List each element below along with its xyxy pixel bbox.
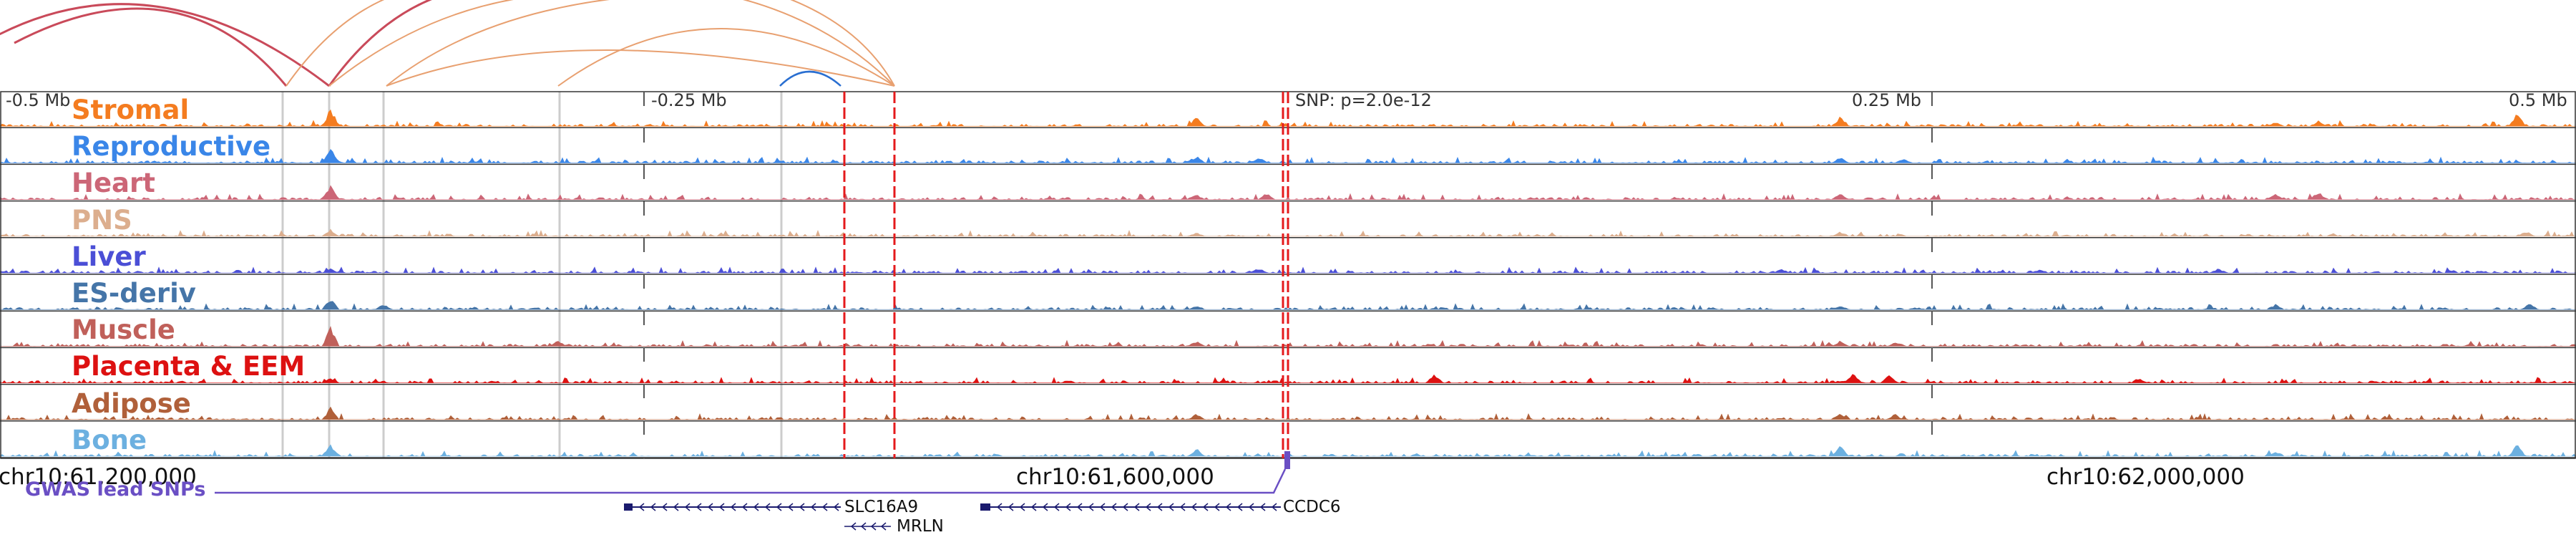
strand-arrow xyxy=(799,503,805,511)
strand-arrow xyxy=(1191,503,1197,511)
loop-arc xyxy=(386,49,895,87)
strand-arrow xyxy=(1248,503,1254,511)
strand-arrow xyxy=(1236,503,1243,511)
strand-arrow xyxy=(833,503,839,511)
highlight-lines xyxy=(281,92,783,458)
strand-arrow xyxy=(1065,503,1071,511)
offset-label-right-near: 0.25 Mb xyxy=(1852,90,1922,110)
loop-arc xyxy=(742,0,895,87)
strand-arrow xyxy=(1214,503,1220,511)
track-label: ES-deriv xyxy=(72,278,196,309)
strand-arrow xyxy=(764,503,771,511)
strand-arrow xyxy=(880,522,887,531)
gwas-lead-snp-line xyxy=(215,468,1287,494)
strand-arrow xyxy=(1099,503,1106,511)
strand-arrow xyxy=(850,522,857,531)
strand-arrow xyxy=(1030,503,1037,511)
strand-arrow xyxy=(1111,503,1117,511)
chrom-coord-right: chr10:62,000,000 xyxy=(2046,464,2245,490)
strand-arrow xyxy=(1179,503,1186,511)
loop-arc xyxy=(286,0,385,87)
strand-arrow xyxy=(1088,503,1094,511)
strand-arrow xyxy=(1225,503,1231,511)
strand-arrow xyxy=(707,503,713,511)
strand-arrow xyxy=(673,503,679,511)
strand-arrow xyxy=(810,503,816,511)
loop-arc xyxy=(557,28,895,87)
strand-arrow xyxy=(1019,503,1025,511)
strand-arrow xyxy=(650,503,656,511)
signal-track-adipose xyxy=(0,406,2576,420)
strand-arrow xyxy=(718,503,725,511)
strand-arrow xyxy=(741,503,748,511)
strand-arrow xyxy=(1259,503,1266,511)
gene-label-mrln: MRLN xyxy=(897,517,944,536)
track-label: Reproductive xyxy=(72,131,271,163)
strand-arrow xyxy=(1133,503,1140,511)
offset-label-left-near: -0.25 Mb xyxy=(651,90,727,110)
track-label: Placenta & EEM xyxy=(72,351,306,382)
track-label: Heart xyxy=(72,168,155,199)
loop-arc xyxy=(328,0,514,87)
strand-arrow xyxy=(730,503,736,511)
strand-arrow xyxy=(638,503,645,511)
gene-label-ccdc6: CCDC6 xyxy=(1283,498,1341,516)
snp-annotation: SNP: p=2.0e-12 xyxy=(1295,90,1432,110)
strand-arrow xyxy=(1145,503,1151,511)
gene-label-slc16a9: SLC16A9 xyxy=(844,498,919,516)
gene-exon xyxy=(980,503,990,511)
strand-arrow xyxy=(821,503,828,511)
interaction-arcs xyxy=(0,0,895,87)
track-label: Muscle xyxy=(72,314,175,346)
track-label: Bone xyxy=(72,424,147,455)
strand-arrow xyxy=(1156,503,1163,511)
strand-arrow xyxy=(870,522,877,531)
gene-annotations xyxy=(624,503,1281,531)
gwas-legend-label: GWAS lead SNPs xyxy=(25,478,206,501)
track-label: Liver xyxy=(72,241,146,272)
strand-arrow xyxy=(696,503,702,511)
loop-arc xyxy=(14,7,288,87)
strand-arrow xyxy=(1168,503,1174,511)
strand-arrow xyxy=(1008,503,1014,511)
strand-arrow xyxy=(1076,503,1083,511)
strand-arrow xyxy=(996,503,1002,511)
strand-arrow xyxy=(661,503,668,511)
strand-arrow xyxy=(860,522,867,531)
strand-arrow xyxy=(776,503,782,511)
offset-label-right-far: 0.5 Mb xyxy=(2509,90,2567,110)
signal-track-muscle xyxy=(0,326,2576,347)
loop-arc xyxy=(0,3,330,87)
signal-track-es-deriv xyxy=(0,301,2576,310)
strand-arrow xyxy=(1271,503,1277,511)
strand-arrow xyxy=(753,503,759,511)
strand-arrow xyxy=(1042,503,1048,511)
loop-arc xyxy=(386,0,610,87)
strand-arrow xyxy=(1122,503,1128,511)
offset-label-left-far: -0.5 Mb xyxy=(6,90,71,110)
gene-exon xyxy=(624,503,633,511)
strand-arrow xyxy=(1202,503,1209,511)
strand-arrow xyxy=(684,503,691,511)
track-label: PNS xyxy=(72,204,132,236)
strand-arrow xyxy=(1053,503,1060,511)
track-label: Adipose xyxy=(72,387,191,419)
strand-arrow xyxy=(787,503,794,511)
loop-arc xyxy=(328,0,433,87)
loop-arc xyxy=(779,70,841,87)
track-label: Stromal xyxy=(72,95,190,125)
chrom-coord-center: chr10:61,600,000 xyxy=(1016,464,1214,490)
chrom-coord-left: chr10:61,200,000 xyxy=(0,464,197,490)
gwas-snp-marker xyxy=(1284,451,1290,469)
loop-arc xyxy=(790,0,895,87)
